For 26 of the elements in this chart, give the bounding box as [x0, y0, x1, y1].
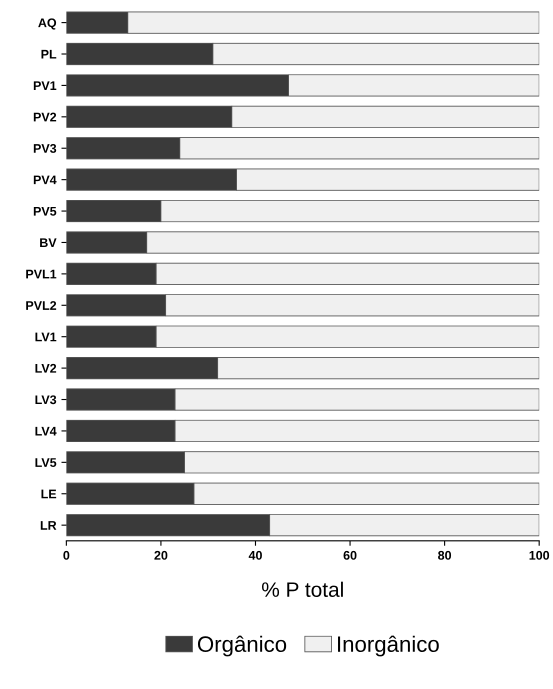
- y-tick-label: LV3: [35, 395, 56, 404]
- y-tick-label: PVL2: [26, 301, 56, 310]
- x-tick-label: 100: [530, 550, 550, 560]
- y-tick-label: PVL1: [26, 270, 56, 278]
- x-tick-label: 0: [63, 550, 70, 560]
- y-tick-label: PV2: [34, 112, 56, 122]
- y-tick-label: PV5: [34, 206, 56, 216]
- legend-label: Orgânico: [198, 636, 286, 656]
- legend-label: Inorgânico: [338, 636, 439, 656]
- y-tick-label: PV4: [34, 176, 57, 184]
- y-tick-label: BV: [40, 238, 57, 247]
- y-tick-label: LV1: [35, 332, 56, 342]
- y-tick-label: LR: [40, 521, 56, 530]
- y-tick-label: PV1: [34, 81, 56, 90]
- x-tick-label: 60: [344, 550, 356, 560]
- y-tick-label: PL: [42, 50, 56, 59]
- y-tick-label: LV4: [35, 426, 57, 436]
- x-axis-title: % P total: [262, 582, 343, 597]
- y-tick-label: LV2: [35, 364, 56, 373]
- y-tick-label: AQ: [38, 18, 56, 30]
- y-tick-label: PV3: [34, 144, 56, 153]
- x-tick-label: 80: [438, 550, 452, 560]
- x-tick-label: 40: [248, 550, 262, 560]
- y-tick-label: LE: [42, 490, 56, 498]
- y-tick-label: LV5: [35, 458, 56, 467]
- x-tick-label: 20: [154, 550, 168, 560]
